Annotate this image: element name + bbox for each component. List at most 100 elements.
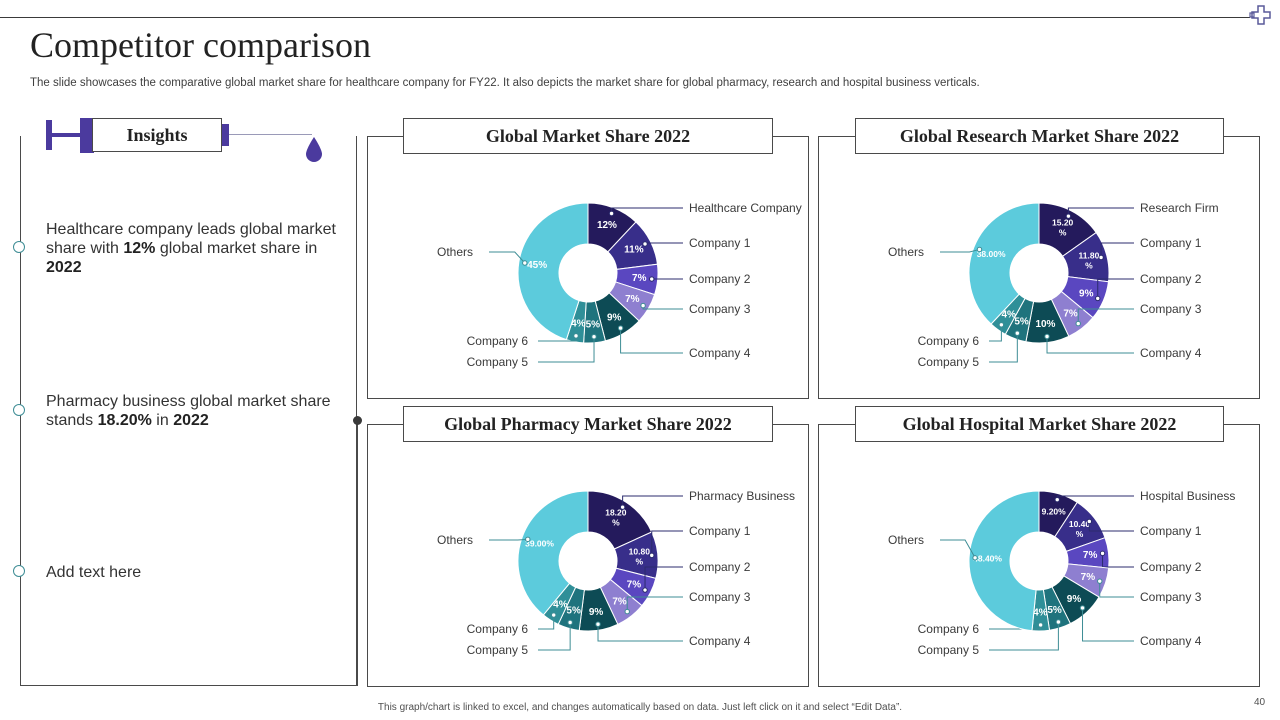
leader-line	[989, 621, 1059, 651]
insights-label: Insights	[92, 118, 222, 152]
category-label-company-5: Company 5	[918, 643, 980, 657]
category-label-company-1: Company 1	[1140, 236, 1202, 250]
category-label-company-2: Company 2	[689, 272, 751, 286]
category-label-healthcare-company: Healthcare Company	[689, 201, 802, 215]
category-label-hospital-business: Hospital Business	[1140, 489, 1235, 503]
leader-dot	[649, 552, 655, 559]
leader-dot	[1079, 605, 1086, 611]
leader-dot	[1014, 330, 1021, 336]
leader-line	[489, 538, 528, 541]
category-label-company-5: Company 5	[467, 643, 529, 657]
category-label-company-6: Company 6	[918, 334, 980, 348]
leader-dot	[595, 621, 601, 627]
donut-value-label: 45%	[527, 260, 547, 271]
donut-value-label: 48.40%	[973, 553, 1002, 563]
donut-hole	[560, 533, 616, 589]
leader-line	[626, 596, 683, 612]
leader-dot	[642, 241, 648, 247]
leader-dot	[642, 587, 648, 593]
leader-dot	[1099, 550, 1106, 557]
donut-value-label: 4%	[571, 319, 586, 330]
leader-dot	[591, 334, 597, 340]
syringe-icon	[46, 118, 322, 162]
donut-value-label: 10.80%	[629, 546, 651, 566]
donut-slice-others	[968, 490, 1040, 632]
leader-dot	[522, 260, 528, 266]
category-label-company-3: Company 3	[689, 590, 751, 604]
pharmacy-market-title: Global Pharmacy Market Share 2022	[403, 406, 773, 442]
category-label-company-3: Company 3	[689, 302, 751, 316]
leader-dot	[1098, 254, 1104, 261]
donut-value-label: 7%	[1081, 572, 1096, 583]
leader-line	[1077, 308, 1134, 324]
connector-line	[357, 420, 358, 686]
donut-value-label: 5%	[1047, 605, 1062, 616]
category-label-company-6: Company 6	[467, 334, 529, 348]
donut-value-label: 9%	[1079, 288, 1094, 299]
category-label-company-1: Company 1	[689, 236, 751, 250]
category-label-company-4: Company 4	[1140, 634, 1202, 648]
category-label-company-4: Company 4	[1140, 346, 1202, 360]
category-label-company-2: Company 2	[1140, 560, 1202, 574]
leader-line	[620, 328, 683, 354]
leader-dot	[617, 325, 624, 331]
donut-value-label: 38.00%	[977, 249, 1006, 259]
leader-dot	[525, 536, 531, 543]
donut-value-label: 7%	[627, 579, 642, 590]
category-label-company-5: Company 5	[467, 355, 529, 369]
research-market-title: Global Research Market Share 2022	[855, 118, 1224, 154]
category-label-company-4: Company 4	[689, 634, 751, 648]
leader-dot	[551, 612, 557, 618]
top-rule	[0, 17, 1250, 18]
leader-line	[1082, 607, 1134, 642]
donut-value-label: 9.20%	[1042, 507, 1067, 517]
insight-item-2: Pharmacy business global market share st…	[46, 393, 331, 429]
category-label-others: Others	[888, 533, 924, 547]
donut-slice-others	[517, 490, 589, 616]
donut-hole	[560, 245, 616, 301]
category-label-company-1: Company 1	[1140, 524, 1202, 538]
insight-bullet-dot	[13, 241, 25, 253]
leader-line	[489, 251, 526, 264]
page-number: 40	[1254, 697, 1266, 708]
category-label-company-5: Company 5	[918, 355, 980, 369]
donut-value-label: 15.20%	[1052, 217, 1074, 237]
donut-value-label: 5%	[586, 319, 601, 330]
leader-line	[538, 615, 555, 630]
donut-value-label: 4%	[1033, 607, 1048, 618]
donut-value-label: 9%	[589, 607, 604, 618]
category-label-company-2: Company 2	[689, 560, 751, 574]
category-label-company-6: Company 6	[467, 622, 529, 636]
leader-dot	[624, 608, 630, 615]
donut-value-label: 11.80%	[1079, 251, 1100, 271]
plus-cross-icon	[1249, 5, 1271, 25]
leader-dot	[972, 555, 978, 561]
leader-dot	[608, 210, 615, 217]
donut-value-label: 10.40%	[1069, 519, 1091, 539]
leader-dot	[998, 322, 1005, 328]
category-label-research-firm: Research Firm	[1140, 201, 1219, 215]
leader-line	[989, 333, 1018, 363]
leader-line	[1100, 242, 1134, 258]
donut-value-label: 12%	[597, 220, 617, 231]
leader-dot	[1075, 320, 1081, 327]
donut-value-label: 7%	[1063, 309, 1078, 320]
leader-line	[940, 539, 976, 559]
donut-value-label: 5%	[566, 605, 581, 616]
leader-line	[622, 495, 683, 508]
leader-line	[1097, 278, 1134, 299]
leader-dot	[1044, 333, 1050, 340]
donut-hole	[1011, 533, 1067, 589]
leader-dot	[1055, 619, 1062, 625]
pharmacy-market-donut-chart: 18.20 % Pharmacy Business 10.80 % Company 1 7%…	[437, 489, 795, 657]
donut-value-label: 18.20%	[605, 508, 627, 528]
donut-value-label: 7%	[612, 597, 627, 608]
category-label-pharmacy-business: Pharmacy Business	[689, 489, 795, 503]
donut-slice-others	[968, 202, 1040, 325]
leader-dot	[567, 619, 573, 626]
donut-value-label: 39.00%	[525, 539, 554, 549]
category-label-company-6: Company 6	[918, 622, 980, 636]
leader-dot	[1097, 578, 1103, 584]
donut-value-label: 11%	[624, 245, 644, 256]
connector-dot	[353, 416, 362, 425]
